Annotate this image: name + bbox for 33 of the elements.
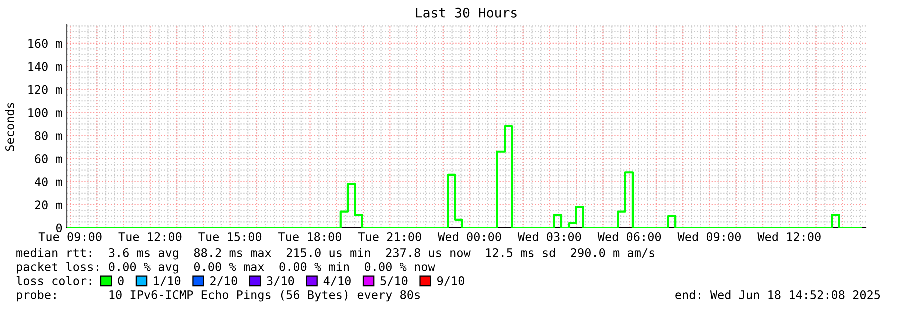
x-tick-label: Wed 06:00 (598, 232, 662, 242)
text: median rtt: 3.6 ms avg 88.2 ms max 215.0 us min 237.8 us now 12.5 ms sd 290.0 m am/s (16, 248, 655, 260)
y-tick-label: 60 m (35, 154, 62, 164)
chart-title: Last 30 Hours (416, 8, 517, 18)
x-tick-label: Wed 03:00 (518, 232, 582, 242)
y-tick-label: 140 m (28, 62, 62, 72)
legend-label: 3/10 (267, 276, 294, 286)
text: loss color: (16, 276, 92, 286)
y-tick-label: 120 m (28, 85, 62, 94)
x-tick-label: Tue 09:00 (38, 232, 102, 242)
x-tick-label: Tue 21:00 (358, 232, 422, 242)
legend-label: 1/10 (154, 276, 181, 286)
x-tick-label: Tue 12:00 (118, 232, 182, 242)
y-tick-label: 160 m (28, 39, 62, 48)
y-tick-label: 40 m (34, 178, 62, 187)
y-tick-label: 0 (56, 224, 62, 233)
y-axis-title: Seconds (5, 103, 14, 152)
y-tick-label: 80 m (35, 131, 62, 140)
y-tick-label: 20 m (35, 200, 62, 210)
legend-label: 2/10 (210, 276, 238, 286)
text: packet loss: 0.00 % avg 0.00 % max 0.00 % min 0.00 % now (17, 262, 436, 274)
legend-label: 9/10 (438, 276, 464, 286)
x-tick-label: Tue 18:00 (278, 232, 342, 242)
x-tick-label: Wed 12:00 (758, 232, 821, 242)
text: probe: 10 IPv6-ICMP Echo Pings (56 Bytes) every 80s (17, 290, 420, 302)
x-tick-label: Wed 00:00 (438, 232, 502, 242)
x-tick-label: Wed 09:00 (678, 232, 741, 242)
legend-label: 4/10 (324, 276, 351, 286)
text: end: Wed Jun 18 14:52:08 2025 (676, 290, 880, 300)
x-tick-label: Tue 15:00 (198, 232, 262, 242)
legend-label: 5/10 (380, 276, 408, 286)
y-tick-label: 100 m (28, 108, 62, 118)
legend-label: 0 (118, 276, 124, 286)
